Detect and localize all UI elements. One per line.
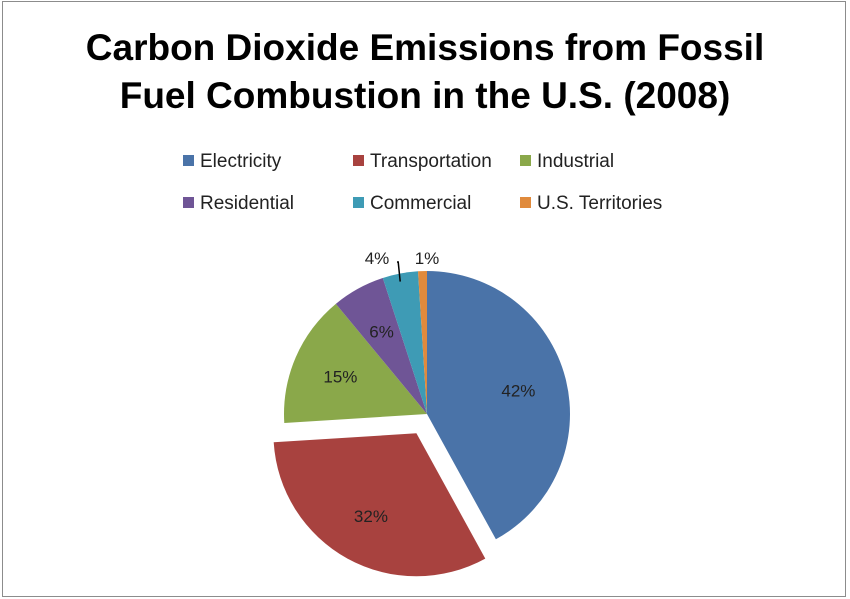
legend-swatch-residential [183,197,194,208]
leader-line-commercial [397,261,401,282]
legend-item-us-territories: U.S. Territories [520,192,662,216]
legend-label-commercial: Commercial [370,193,472,214]
legend-swatch-us-territories [520,197,531,208]
data-label-commercial: 4% [365,249,390,268]
chart-title-line-2: Fuel Combustion in the U.S. (2008) [119,75,731,116]
data-label-us-territories: 1% [415,249,440,268]
pie-slice-electricity [427,271,570,540]
pie-slice-industrial [283,303,427,423]
data-label-electricity: 42% [501,382,535,401]
legend-item-industrial: Industrial [520,150,614,174]
legend-label-residential: Residential [200,193,294,214]
legend-label-industrial: Industrial [537,151,615,172]
data-label-industrial: 15% [323,368,357,387]
legend-label-us-territories: U.S. Territories [537,193,663,214]
pie-slice-residential [335,277,427,414]
legend-item-commercial: Commercial [353,192,471,216]
data-label-transportation: 32% [354,507,388,526]
legend-swatch-industrial [520,155,531,166]
pie-plot-area: 42% 32% 15% 6% 4% 1% [273,249,570,577]
chart-title: Carbon Dioxide Emissions from Fossil Fue… [3,24,847,120]
legend-item-residential: Residential [183,192,294,216]
pie-slice-transportation [273,433,486,577]
legend-label-transportation: Transportation [370,151,492,172]
legend-swatch-transportation [353,155,364,166]
chart-title-line-1: Carbon Dioxide Emissions from Fossil [85,27,765,68]
data-label-residential: 6% [369,322,394,341]
pie-slice-us-territories [418,271,427,414]
legend-item-transportation: Transportation [353,150,492,174]
legend-swatch-electricity [183,155,194,166]
legend-item-electricity: Electricity [183,150,281,174]
pie-slice-commercial [382,271,427,414]
legend-label-electricity: Electricity [200,151,282,172]
legend-swatch-commercial [353,197,364,208]
